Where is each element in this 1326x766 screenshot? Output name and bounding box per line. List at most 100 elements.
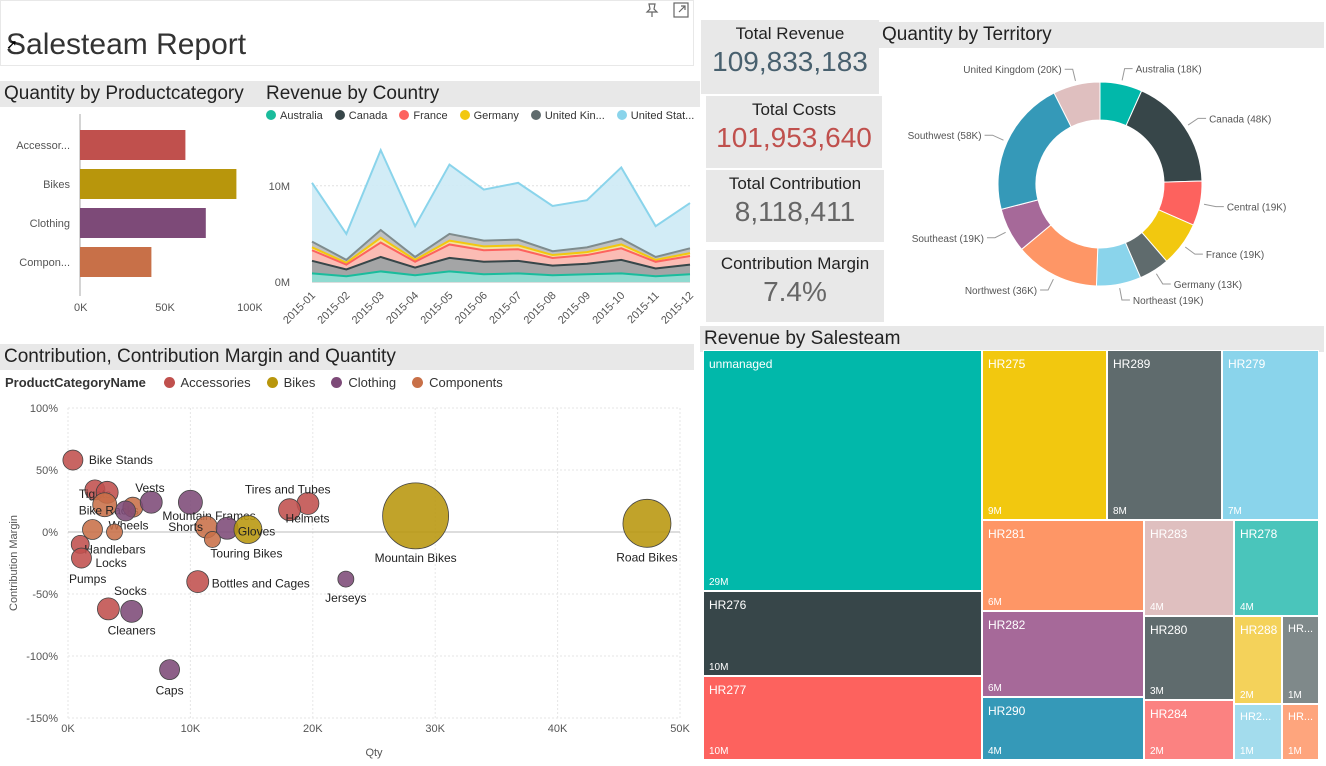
scatter-point-label: Cleaners [108, 623, 156, 637]
treemap-tile-value: 10M [709, 662, 729, 673]
treemap-tile-value: 4M [988, 746, 1002, 757]
treemap-tile[interactable]: HR284 2M [1144, 700, 1234, 760]
treemap-tile[interactable]: HR278 4M [1234, 520, 1319, 616]
scatter-point[interactable] [337, 570, 355, 588]
area-series-line[interactable] [311, 228, 691, 262]
scatter-point[interactable] [96, 597, 120, 621]
area-x-tick: 2015-06 [453, 290, 490, 324]
donut-label: Germany (13K) [1174, 280, 1242, 291]
scatter-legend-item[interactable]: Components [412, 375, 503, 390]
treemap-chart[interactable]: unmanaged 29M HR276 10M HR277 10M HR275 9M HR289… [703, 350, 1319, 760]
area-x-tick: 2015-03 [350, 290, 387, 324]
area-legend-item[interactable]: United Stat... [616, 110, 694, 122]
treemap-tile[interactable]: HR2... 1M [1234, 704, 1282, 760]
bar[interactable] [80, 169, 237, 199]
scatter-point-label: Jerseys [325, 591, 366, 605]
area-series-line[interactable] [311, 241, 691, 266]
treemap-tile[interactable]: HR... 1M [1282, 704, 1319, 760]
treemap-tile-name: HR280 [1150, 623, 1188, 637]
scatter-point[interactable] [139, 490, 163, 514]
treemap-tile[interactable]: unmanaged 29M [703, 350, 982, 591]
scatter-legend-item[interactable]: Accessories [163, 375, 251, 390]
treemap-tile[interactable]: HR276 10M [703, 591, 982, 676]
treemap-tile-name: HR283 [1150, 527, 1188, 541]
donut-slice[interactable] [1053, 81, 1101, 128]
scatter-point[interactable] [177, 489, 203, 515]
scatter-point[interactable] [115, 500, 136, 522]
pin-icon[interactable] [644, 2, 660, 18]
scatter-point[interactable] [204, 531, 221, 548]
area-legend-item[interactable]: France [399, 110, 448, 122]
scatter-point[interactable] [106, 523, 123, 541]
kpi-total-costs[interactable]: Total Costs 101,953,640 [706, 96, 882, 168]
area-x-tick: 2015-04 [384, 290, 421, 324]
scatter-chart[interactable]: 0K 10K 20K 30K 40K 50K 100% 50% 0% -50% -100% -150%… [0, 396, 696, 766]
treemap-tile[interactable]: HR283 4M [1144, 520, 1234, 616]
area-legend-item[interactable]: Germany [459, 110, 519, 122]
area-series-line[interactable] [311, 147, 691, 236]
treemap-tile[interactable]: HR288 2M [1234, 616, 1282, 704]
page-title: Salesteam Report [6, 28, 247, 61]
area-legend-item[interactable]: Canada [334, 110, 388, 122]
treemap-tile[interactable]: HR... 1M [1282, 616, 1319, 704]
treemap-tile-name: HR279 [1228, 357, 1266, 371]
donut-chart[interactable]: Australia (18K) Canada (48K) Central (19K)… [878, 48, 1324, 320]
scatter-y-tick: 100% [30, 403, 58, 415]
kpi-contribution-margin[interactable]: Contribution Margin 7.4% [706, 250, 884, 322]
scatter-point[interactable] [62, 449, 84, 471]
scatter-legend-item[interactable]: Bikes [266, 375, 315, 390]
area-legend-item[interactable]: Australia [266, 110, 323, 122]
area-legend-label: France [413, 110, 448, 122]
donut-slice[interactable] [997, 92, 1072, 210]
bar[interactable] [80, 130, 186, 160]
scatter-point[interactable] [186, 570, 210, 594]
scatter-legend-item[interactable]: Clothing [331, 375, 396, 390]
scatter-point[interactable] [82, 519, 103, 540]
bar[interactable] [80, 208, 206, 238]
treemap-tile-name: HR288 [1240, 623, 1278, 637]
donut-leader-line [1119, 288, 1130, 301]
donut-leader-line [984, 134, 1004, 141]
treemap-tile[interactable]: HR277 10M [703, 676, 982, 760]
treemap-tile-name: HR290 [988, 704, 1026, 718]
focus-mode-icon[interactable] [673, 2, 689, 18]
scatter-y-tick: 50% [36, 465, 58, 477]
title-panel [0, 0, 694, 66]
area-series-line[interactable] [311, 270, 691, 278]
treemap-tile[interactable]: HR290 4M [982, 697, 1144, 760]
scatter-legend-label: Clothing [348, 375, 397, 390]
scatter-legend[interactable]: ProductCategoryName Accessories Bikes Clot… [5, 375, 519, 390]
area-chart[interactable]: 10M 0M2015-012015-022015-032015-042015-05… [262, 124, 702, 324]
scatter-point[interactable] [622, 498, 672, 548]
area-chart-legend[interactable]: Australia Canada France Germany United Kin..… [266, 110, 706, 122]
area-legend-item[interactable]: United Kin... [530, 110, 605, 122]
area-series-line[interactable] [311, 255, 691, 271]
bar[interactable] [80, 247, 152, 277]
scatter-point[interactable] [233, 515, 263, 544]
legend-dot-icon [266, 110, 276, 120]
area-series-line[interactable] [311, 236, 691, 264]
treemap-tile[interactable]: HR282 6M [982, 611, 1144, 697]
area-legend-label: Canada [348, 110, 388, 122]
kpi-total-contribution[interactable]: Total Contribution 8,118,411 [706, 170, 884, 242]
treemap-tile-name: HR284 [1150, 707, 1188, 721]
scatter-point[interactable] [382, 482, 450, 550]
treemap-tile[interactable]: HR279 7M [1222, 350, 1319, 520]
bar-chart[interactable]: Accessor... Bikes Clothing Compon... 0K 50K 10… [0, 108, 262, 320]
treemap-tile-value: 10M [709, 746, 729, 757]
donut-slice[interactable] [1125, 90, 1203, 183]
treemap-tile[interactable]: HR280 3M [1144, 616, 1234, 700]
scatter-point[interactable] [92, 492, 118, 518]
scatter-point[interactable] [120, 599, 144, 623]
treemap-tile[interactable]: HR281 6M [982, 520, 1144, 611]
kpi-label: Total Revenue [735, 24, 845, 43]
treemap-tile[interactable]: HR289 8M [1107, 350, 1222, 520]
kpi-total-revenue[interactable]: Total Revenue 109,833,183 [701, 20, 879, 94]
donut-leader-line [986, 231, 1006, 239]
donut-label: Central (19K) [1227, 203, 1286, 214]
legend-dot-icon [334, 110, 345, 120]
scatter-point[interactable] [71, 547, 92, 569]
treemap-tile[interactable]: HR275 9M [982, 350, 1107, 520]
scatter-point[interactable] [159, 659, 180, 681]
scatter-point[interactable] [278, 498, 301, 522]
